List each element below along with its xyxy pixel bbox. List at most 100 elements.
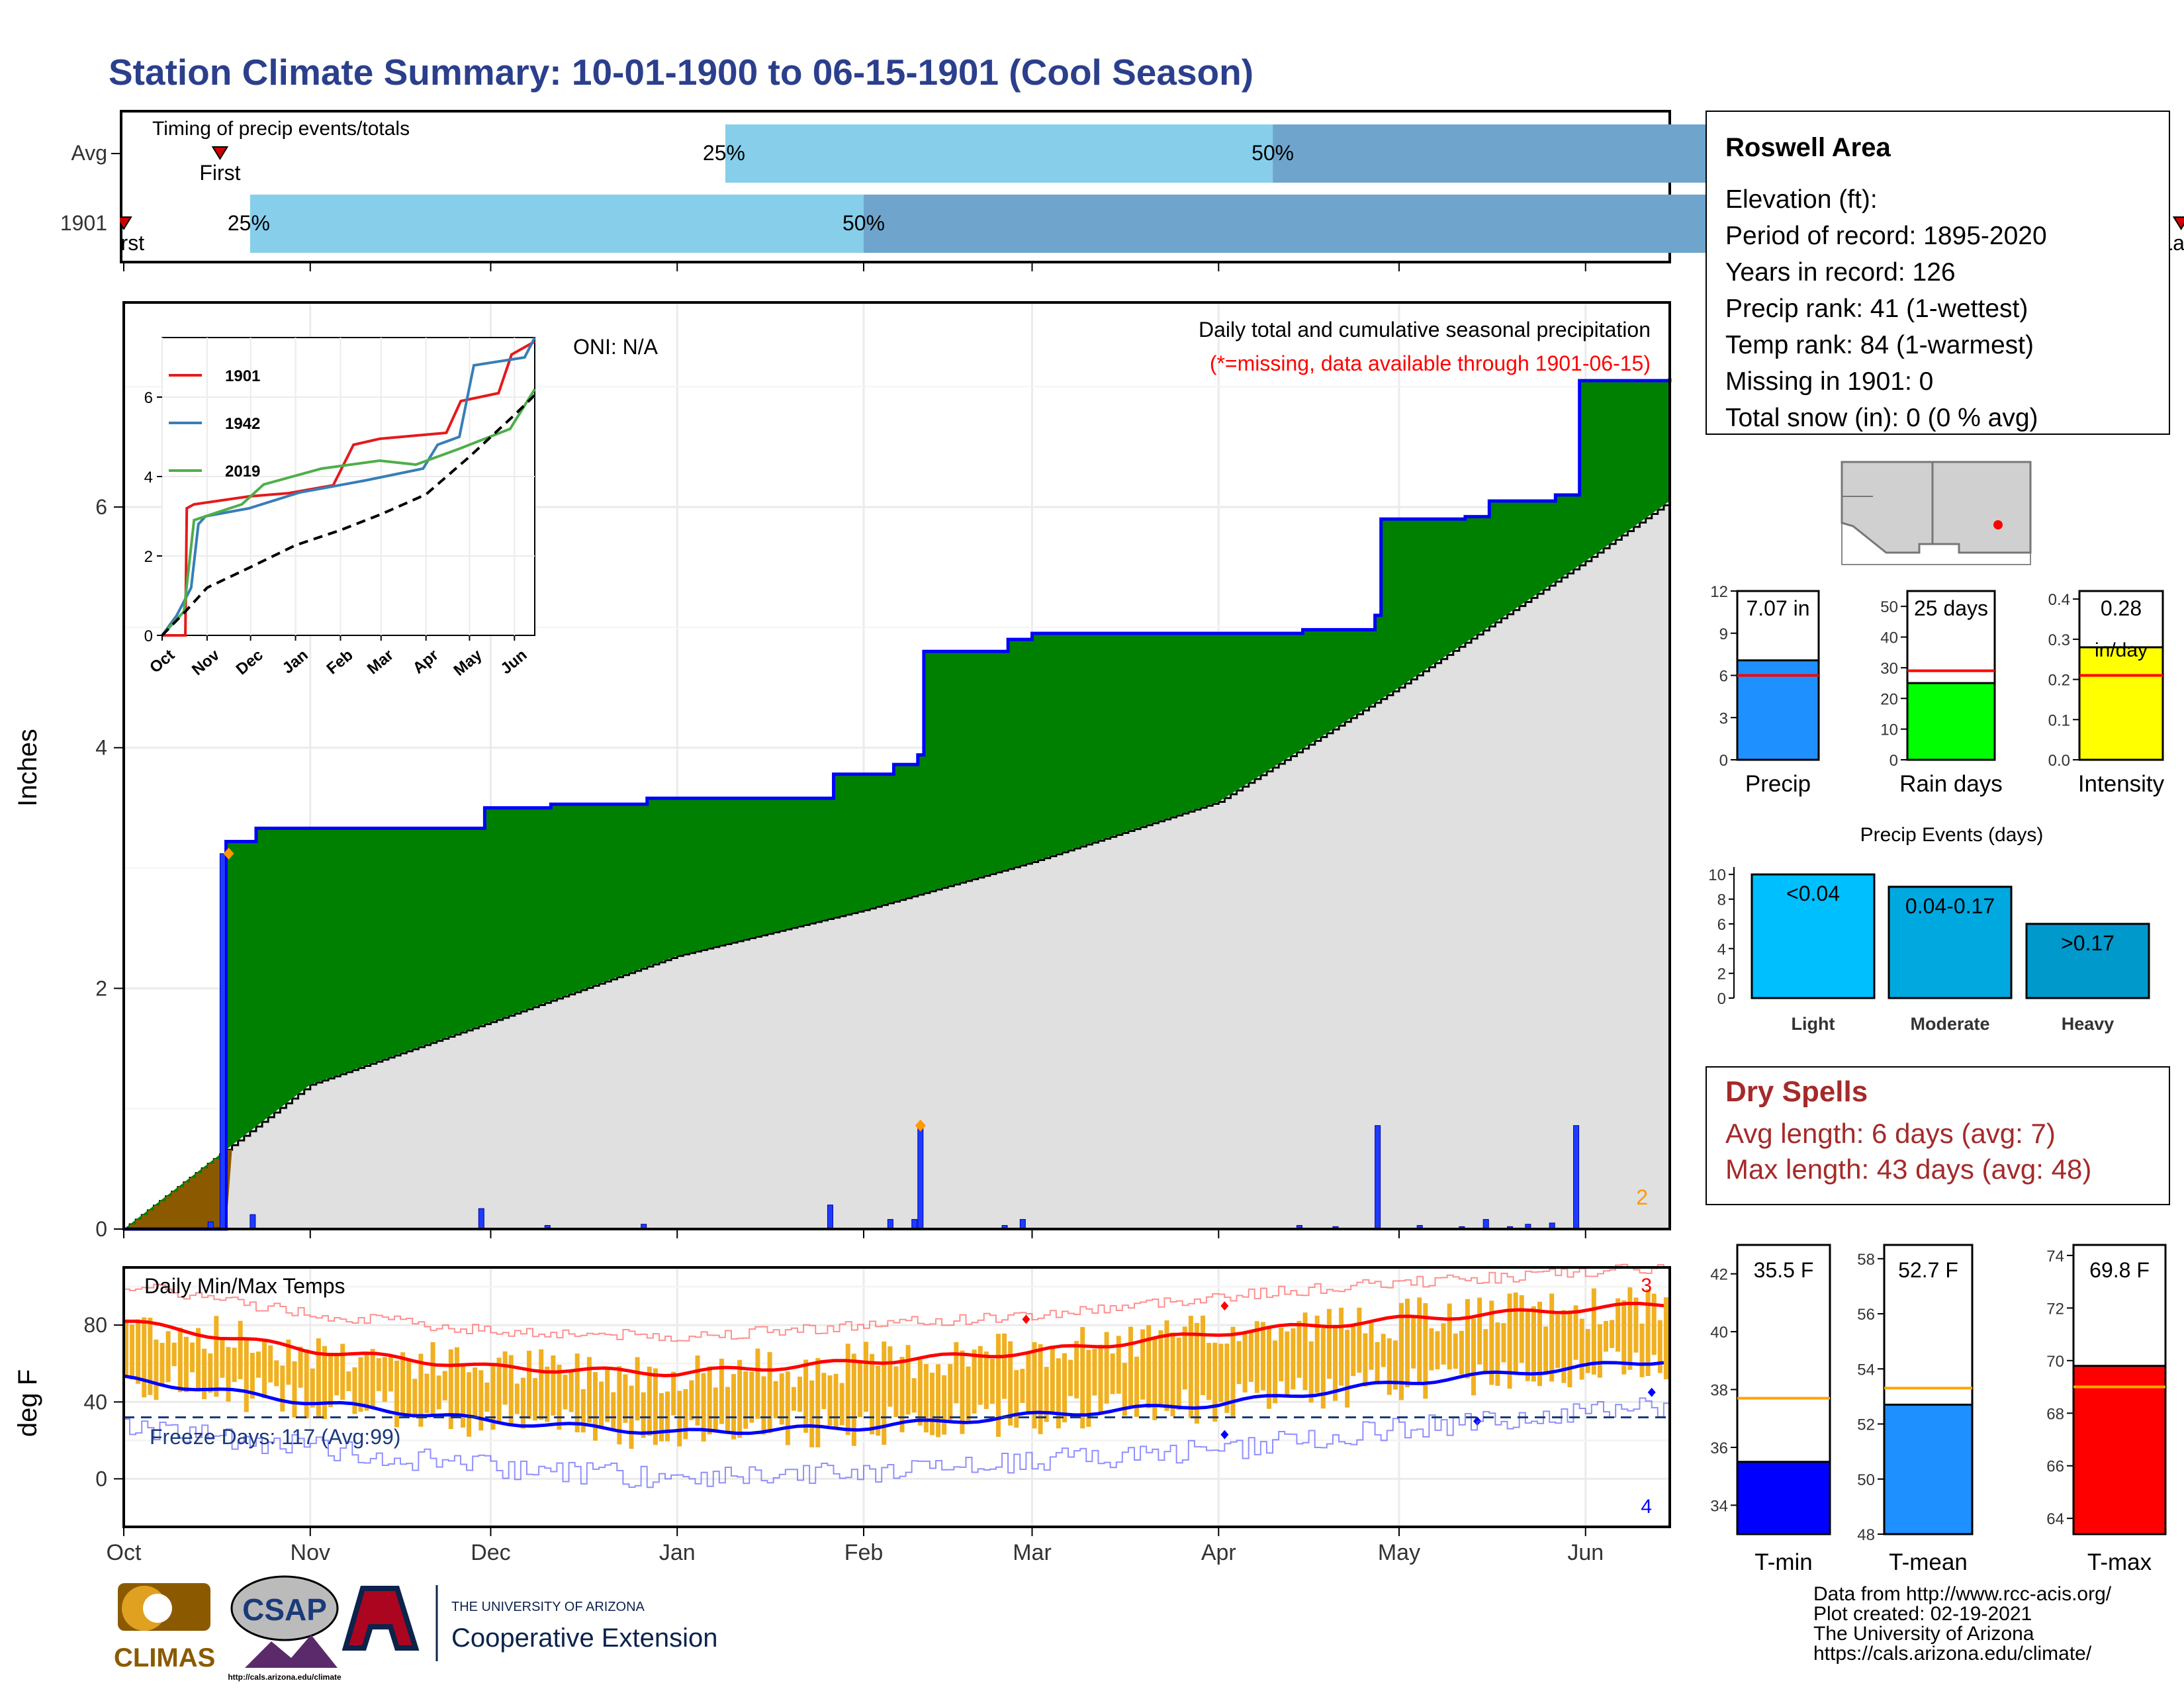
mini-temp-y-tick-label: 34 bbox=[1710, 1497, 1728, 1515]
temp-bar bbox=[177, 1327, 183, 1393]
first-event-marker bbox=[211, 146, 229, 160]
footer-line4: https://cals.arizona.edu/climate/ bbox=[1813, 1643, 2092, 1665]
temp-bar bbox=[520, 1377, 525, 1429]
temp-bar bbox=[1555, 1314, 1561, 1368]
temp-bar bbox=[1326, 1308, 1332, 1379]
month-label: May bbox=[1378, 1540, 1420, 1565]
footer-line1: Data from http://www.rcc-acis.org/ bbox=[1813, 1583, 2112, 1605]
temp-bar bbox=[244, 1337, 249, 1412]
daily-precip-bar bbox=[219, 853, 226, 1230]
temp-bar bbox=[1489, 1301, 1494, 1385]
temp-bar bbox=[1375, 1342, 1380, 1383]
mini-temp-category-label: T-max bbox=[2087, 1549, 2152, 1575]
temp-bar bbox=[1086, 1349, 1091, 1427]
temp-bar bbox=[641, 1392, 646, 1438]
temp-bar bbox=[142, 1317, 147, 1398]
temp-bar bbox=[1074, 1341, 1079, 1398]
temp-bar bbox=[1543, 1326, 1549, 1375]
temp-bar bbox=[467, 1372, 472, 1437]
precip-flag-marker bbox=[223, 847, 234, 860]
temp-bar bbox=[1453, 1333, 1458, 1369]
temp-bar bbox=[917, 1359, 923, 1426]
temp-bar bbox=[298, 1346, 303, 1388]
temp-bar bbox=[1549, 1293, 1555, 1382]
precip-flag-marker bbox=[915, 1119, 926, 1132]
temp-bar bbox=[1369, 1323, 1374, 1370]
temp-bar bbox=[1507, 1293, 1512, 1389]
temp-bar bbox=[484, 1382, 490, 1412]
temp-bar bbox=[635, 1357, 640, 1421]
temp-bar bbox=[1170, 1332, 1175, 1416]
temp-bar bbox=[430, 1342, 435, 1414]
mini-y-tick-label: 0.4 bbox=[2048, 591, 2070, 609]
temp-bar bbox=[948, 1364, 953, 1421]
temp-bar bbox=[1345, 1330, 1350, 1408]
temp-bar bbox=[1146, 1325, 1152, 1408]
temp-bar bbox=[1020, 1369, 1025, 1403]
temp-bar bbox=[551, 1355, 556, 1416]
temp-bar bbox=[1471, 1318, 1477, 1396]
inset-y-tick-label: 4 bbox=[144, 469, 153, 486]
temp-bar bbox=[412, 1379, 418, 1418]
temp-bar bbox=[1663, 1297, 1668, 1380]
temp-bar bbox=[328, 1352, 334, 1408]
temp-bar bbox=[1201, 1315, 1206, 1395]
dry-spells-avg: Avg length: 6 days (avg: 7) bbox=[1725, 1118, 2056, 1149]
temp-bar bbox=[1122, 1363, 1127, 1416]
temp-bar bbox=[1567, 1310, 1572, 1388]
mini-temp-y-tick-label: 68 bbox=[2046, 1405, 2064, 1423]
station-period: Period of record: 1895-2020 bbox=[1725, 222, 2047, 250]
temperature-chart: 0 40 80 Oct Nov Dec Jan Feb Mar Apr May Jun Daily … bbox=[13, 1229, 1671, 1565]
timing-bar-q1 bbox=[250, 195, 864, 253]
temp-bar bbox=[966, 1366, 971, 1421]
temp-bar bbox=[208, 1353, 213, 1393]
mini-temp-y-tick-label: 72 bbox=[2046, 1300, 2064, 1318]
month-label: Mar bbox=[1013, 1540, 1052, 1565]
footer-line2: Plot created: 02-19-2021 bbox=[1813, 1603, 2032, 1625]
temp-bar bbox=[1519, 1295, 1524, 1363]
mini-temp-category-label: T-mean bbox=[1889, 1549, 1968, 1575]
temp-bar bbox=[557, 1365, 562, 1430]
temp-bar bbox=[737, 1359, 743, 1438]
station-elevation: Elevation (ft): bbox=[1725, 185, 1878, 214]
temp-bar bbox=[821, 1373, 827, 1410]
temp-bar bbox=[1441, 1323, 1446, 1365]
timing-q50-label: 50% bbox=[842, 211, 885, 235]
temp-bar bbox=[1056, 1358, 1061, 1429]
temp-bar bbox=[394, 1360, 400, 1428]
mini-temp-y-tick-label: 56 bbox=[1857, 1306, 1875, 1324]
mini-category-label: Intensity bbox=[2078, 771, 2165, 797]
temp-bar bbox=[508, 1355, 514, 1426]
temp-bar bbox=[569, 1371, 574, 1412]
temp-bar bbox=[1531, 1306, 1536, 1382]
footer-credits: Data from http://www.rcc-acis.org/ Plot … bbox=[1813, 1583, 2112, 1665]
temp-bar bbox=[1128, 1326, 1133, 1407]
temp-bar bbox=[502, 1351, 508, 1405]
timing-label: Timing of precip events/totals bbox=[152, 118, 410, 140]
daily-precip-bar bbox=[827, 1205, 833, 1230]
temp-bar bbox=[1579, 1318, 1584, 1380]
temp-bar bbox=[899, 1357, 905, 1433]
temp-corner-top: 3 bbox=[1641, 1275, 1652, 1297]
mini-y-tick-label: 0.0 bbox=[2048, 752, 2070, 770]
temp-bar bbox=[490, 1365, 496, 1430]
temp-bar bbox=[376, 1358, 381, 1391]
temp-bar bbox=[1068, 1359, 1073, 1396]
mini-temp-bar bbox=[1736, 1461, 1831, 1535]
temp-bar bbox=[882, 1341, 887, 1445]
inset-y-tick-label: 2 bbox=[144, 548, 153, 566]
temp-bar bbox=[539, 1349, 544, 1420]
daily-precip-bar bbox=[917, 1125, 924, 1230]
mini-temp-value-label: 35.5 F bbox=[1754, 1258, 1814, 1282]
temp-mini-charts: 35.5 F T-min 34 36 38 40 42 52.7 F T-mean 48 50 52 5… bbox=[1710, 1244, 2167, 1575]
temp-bar bbox=[785, 1371, 790, 1445]
last-event-marker bbox=[2172, 216, 2184, 230]
events-bar-label: 0.04-0.17 bbox=[1905, 894, 1995, 918]
temp-bar bbox=[1525, 1311, 1530, 1381]
temp-bar bbox=[220, 1338, 225, 1378]
temp-bar bbox=[1206, 1343, 1212, 1400]
temp-bar bbox=[1591, 1288, 1596, 1375]
mini-y-tick-label: 50 bbox=[1880, 598, 1898, 616]
temp-bar bbox=[232, 1348, 237, 1383]
